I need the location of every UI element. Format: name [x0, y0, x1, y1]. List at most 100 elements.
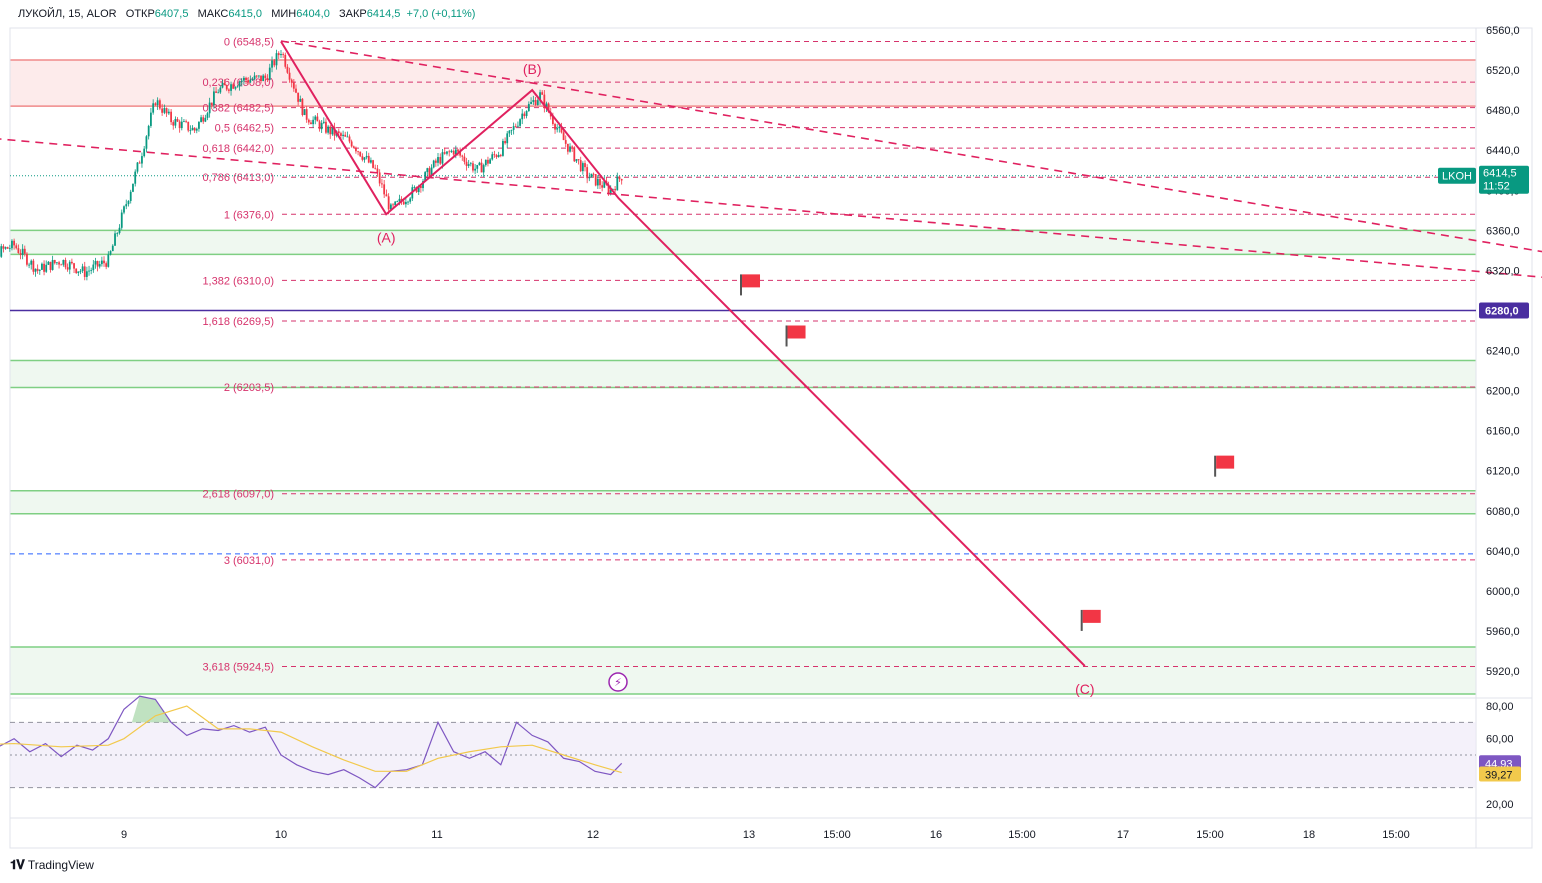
candles-layer	[0, 49, 623, 281]
candle-body	[64, 259, 67, 268]
candle-body	[376, 168, 379, 173]
candle-body	[6, 247, 9, 249]
candle-body	[38, 269, 41, 271]
candle-body	[19, 253, 22, 255]
candle-body	[569, 146, 571, 152]
candle-body	[426, 168, 429, 173]
time-tick-label-3: 12	[587, 829, 599, 841]
candle-body	[310, 122, 312, 125]
candle-body	[489, 159, 491, 164]
candle-body	[495, 155, 498, 158]
candle-body	[266, 78, 269, 80]
candle-body	[15, 245, 18, 249]
candle-body	[253, 75, 256, 80]
candle-body	[430, 167, 433, 177]
candle-body	[320, 122, 323, 130]
candle-body	[136, 162, 139, 172]
candle-body	[331, 126, 334, 135]
flag-icon-1	[787, 325, 806, 339]
candle-body	[588, 177, 591, 179]
wave-label-4: (C)	[1075, 681, 1094, 697]
zone-green-4	[10, 646, 1476, 695]
candle-body	[385, 194, 388, 197]
trend-line-1	[0, 138, 1542, 278]
ticker-tag-label: LKOH	[1442, 171, 1472, 183]
candle-body	[204, 117, 207, 122]
candle-body	[242, 77, 245, 81]
candle-body	[571, 146, 574, 148]
candle-body	[493, 154, 496, 156]
candle-body	[98, 264, 101, 267]
price-tick-label-12: 6080,0	[1486, 506, 1520, 518]
candle-body	[607, 184, 610, 194]
price-tick-label-3: 6440,0	[1486, 145, 1520, 157]
candle-body	[510, 129, 513, 131]
axes-layer[interactable]: 6560,06520,06480,06440,06400,06360,06320…	[121, 25, 1529, 841]
candle-body	[316, 116, 319, 122]
candle-body	[71, 261, 73, 264]
price-tick-label-10: 6160,0	[1486, 426, 1520, 438]
high-label: МАКС	[197, 8, 229, 20]
chart-legend: ЛУКОЙЛ, 15, ALOR ОТКР6407,5 МАКС6415,0 М…	[18, 8, 475, 20]
candle-body	[472, 163, 474, 171]
candle-body	[521, 113, 524, 120]
candle-body	[365, 155, 368, 158]
candle-body	[206, 113, 209, 118]
tradingview-brand[interactable]: 𝟏𝐕 TradingView	[10, 857, 94, 873]
candle-body	[502, 141, 504, 156]
candle-body	[355, 147, 357, 152]
candle-body	[329, 126, 332, 135]
candle-body	[236, 86, 239, 88]
candle-body	[210, 102, 213, 106]
candle-body	[514, 126, 517, 127]
close-value: 6414,5	[366, 8, 401, 20]
candle-body	[92, 264, 95, 271]
candle-body	[28, 264, 30, 266]
rsi-tick-label-3: 20,00	[1486, 799, 1514, 811]
candle-body	[562, 132, 565, 141]
candle-body	[303, 109, 306, 116]
price-tick-label-8: 6240,0	[1486, 346, 1520, 358]
candle-body	[94, 261, 97, 265]
fib-level-label-2: 0,382 (6482,5)	[202, 103, 274, 115]
grid-layer	[9, 27, 1533, 849]
time-tick-label-2: 11	[431, 829, 442, 841]
candle-body	[56, 262, 58, 264]
rsi-pane[interactable]	[0, 695, 1476, 789]
candle-body	[378, 172, 381, 184]
wave-layer[interactable]: (A) (B) (C) ⚡	[0, 40, 1542, 697]
time-tick-label-0: 9	[121, 829, 127, 841]
candle-body	[284, 54, 287, 67]
candle-body	[191, 127, 194, 131]
candle-body	[398, 198, 401, 202]
candle-body	[543, 94, 546, 109]
rsi-tick-label-0: 80,00	[1486, 701, 1514, 713]
candle-body	[506, 133, 509, 144]
candle-body	[603, 181, 606, 188]
candle-body	[230, 84, 232, 91]
candle-body	[392, 204, 394, 206]
candle-body	[590, 173, 593, 178]
candle-body	[383, 184, 386, 195]
candle-body	[150, 112, 152, 126]
candle-body	[428, 168, 431, 177]
candle-body	[512, 126, 515, 130]
zone-red-0	[10, 60, 1476, 107]
lightning-event-icon	[608, 672, 628, 692]
candle-body	[232, 84, 235, 89]
fib-levels-layer: 0 (6548,5)0,236 (6508,0)0,382 (6482,5)0,…	[10, 37, 1476, 673]
flag-icon-0	[742, 274, 761, 288]
candle-body	[286, 66, 289, 73]
candle-body	[174, 119, 177, 126]
rsi-line	[0, 695, 623, 789]
candle-body	[100, 260, 103, 265]
level-tag-label: 6280,0	[1485, 305, 1519, 317]
candle-body	[547, 103, 550, 112]
candle-body	[352, 146, 355, 148]
candle-body	[327, 126, 329, 133]
fib-level-label-10: 2,618 (6097,0)	[202, 489, 274, 501]
candle-body	[257, 75, 260, 77]
fib-level-label-11: 3 (6031,0)	[224, 555, 274, 567]
candle-body	[560, 126, 563, 133]
